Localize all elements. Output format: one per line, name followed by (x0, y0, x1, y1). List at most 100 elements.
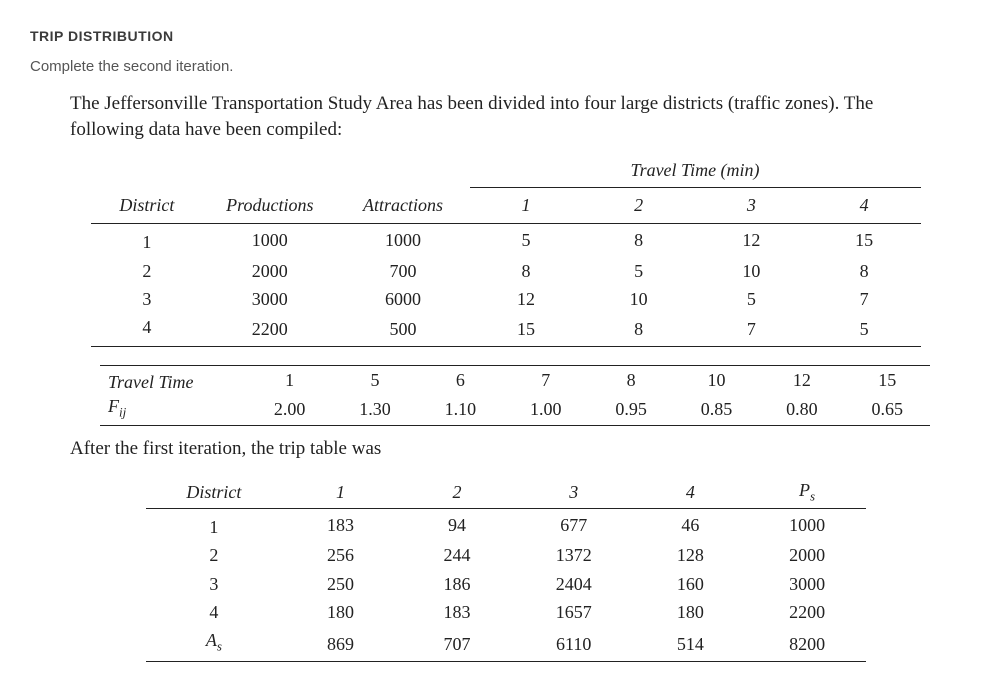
cell: 15 (845, 365, 930, 394)
cell: 1 (247, 365, 332, 394)
row-label-travel-time: Travel Time (100, 365, 247, 394)
cell: 5 (695, 285, 808, 313)
problem-body: The Jeffersonville Transportation Study … (70, 91, 941, 662)
cell: 2404 (515, 570, 632, 598)
col-ps: Ps (749, 476, 866, 509)
page-subtitle: Complete the second iteration. (30, 58, 961, 75)
table-row: 2 2000 700 8 5 10 8 (91, 257, 921, 285)
cell: 0.65 (845, 394, 930, 426)
page-title: TRIP DISTRIBUTION (30, 28, 961, 44)
cell: 183 (282, 508, 399, 541)
as-sub: s (217, 639, 222, 654)
cell: 8 (588, 365, 673, 394)
col-t1: 1 (470, 187, 583, 224)
cell: 1000 (749, 508, 866, 541)
table-row: 2 256 244 1372 128 2000 (146, 541, 866, 569)
friction-factors-table: Travel Time 1 5 6 7 8 10 12 15 Fij 2.00 … (100, 365, 930, 426)
cell: 5 (332, 365, 417, 394)
cell: 6 (418, 365, 503, 394)
intro-paragraph: The Jeffersonville Transportation Study … (70, 91, 941, 142)
cell: 707 (399, 626, 516, 662)
col-t4: 4 (808, 187, 921, 224)
cell: 10 (674, 365, 759, 394)
cell: 256 (282, 541, 399, 569)
cell: 5 (808, 313, 921, 346)
cell: 7 (695, 313, 808, 346)
cell: 3000 (203, 285, 336, 313)
cell: 7 (808, 285, 921, 313)
cell: 8 (582, 224, 695, 257)
ps-main: P (799, 480, 810, 500)
main-data-table: Travel Time (min) District Productions A… (91, 156, 921, 346)
cell: 0.85 (674, 394, 759, 426)
table-row: 3 3000 6000 12 10 5 7 (91, 285, 921, 313)
cell: 7 (503, 365, 588, 394)
col-3: 3 (515, 476, 632, 509)
cell: 8 (808, 257, 921, 285)
cell: 1.10 (418, 394, 503, 426)
cell: 1 (91, 224, 204, 257)
cell: 0.80 (759, 394, 844, 426)
cell: 244 (399, 541, 516, 569)
cell: 1.30 (332, 394, 417, 426)
col-t2: 2 (582, 187, 695, 224)
cell: 12 (695, 224, 808, 257)
cell: 15 (470, 313, 583, 346)
travel-time-header: Travel Time (min) (470, 156, 921, 187)
fij-main: F (108, 396, 119, 416)
after-iteration-text: After the first iteration, the trip tabl… (70, 436, 941, 462)
col-4: 4 (632, 476, 749, 509)
cell: 1 (146, 508, 283, 541)
as-main: A (206, 630, 217, 650)
col-district: District (146, 476, 283, 509)
table-row: 1 1000 1000 5 8 12 15 (91, 224, 921, 257)
cell: 514 (632, 626, 749, 662)
col-t3: 3 (695, 187, 808, 224)
cell: 3000 (749, 570, 866, 598)
cell: 2000 (203, 257, 336, 285)
cell: 0.95 (588, 394, 673, 426)
col-2: 2 (399, 476, 516, 509)
table-row: 1 183 94 677 46 1000 (146, 508, 866, 541)
cell: 3 (91, 285, 204, 313)
cell: 128 (632, 541, 749, 569)
cell: 6110 (515, 626, 632, 662)
cell: 2000 (749, 541, 866, 569)
fij-sub: ij (119, 404, 126, 419)
cell: 10 (582, 285, 695, 313)
cell: 94 (399, 508, 516, 541)
col-attractions: Attractions (336, 187, 469, 224)
cell: 12 (759, 365, 844, 394)
trip-table: District 1 2 3 4 Ps 1 183 94 677 46 1000… (146, 476, 866, 663)
cell: 869 (282, 626, 399, 662)
col-productions: Productions (203, 187, 336, 224)
cell: 2 (91, 257, 204, 285)
cell: 700 (336, 257, 469, 285)
table-row: 4 2200 500 15 8 7 5 (91, 313, 921, 346)
cell: 186 (399, 570, 516, 598)
cell: 677 (515, 508, 632, 541)
cell: 2.00 (247, 394, 332, 426)
cell: 1000 (203, 224, 336, 257)
cell: 6000 (336, 285, 469, 313)
cell: 15 (808, 224, 921, 257)
cell: 12 (470, 285, 583, 313)
cell: 2200 (203, 313, 336, 346)
cell: 5 (470, 224, 583, 257)
cell: 1372 (515, 541, 632, 569)
cell: 1000 (336, 224, 469, 257)
row-label-fij: Fij (100, 394, 247, 426)
cell: 8 (582, 313, 695, 346)
as-label: As (146, 626, 283, 662)
cell: 10 (695, 257, 808, 285)
cell: 3 (146, 570, 283, 598)
cell: 8 (470, 257, 583, 285)
cell: 2 (146, 541, 283, 569)
ps-sub: s (810, 489, 815, 504)
cell: 250 (282, 570, 399, 598)
table-row: 3 250 186 2404 160 3000 (146, 570, 866, 598)
col-1: 1 (282, 476, 399, 509)
cell: 500 (336, 313, 469, 346)
cell: 46 (632, 508, 749, 541)
cell: 1.00 (503, 394, 588, 426)
